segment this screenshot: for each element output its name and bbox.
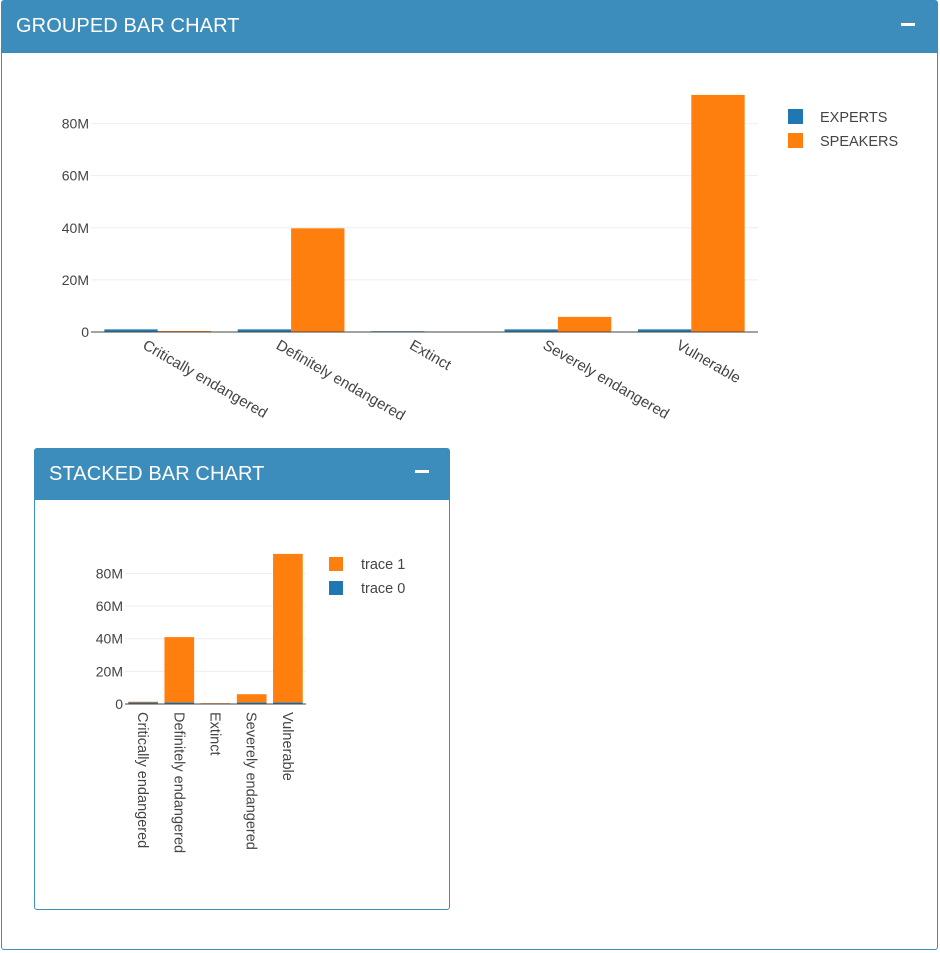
legend-swatch-trace-1: [329, 557, 343, 571]
legend-swatch-trace-0: [329, 581, 343, 595]
y-tick-label: 60M: [62, 168, 89, 184]
bar-experts-vulnerable: [637, 329, 692, 332]
y-tick-label: 0: [81, 324, 89, 340]
bar-experts-definitely-endangered: [237, 329, 292, 332]
y-tick-label: 20M: [96, 663, 123, 679]
minus-icon: [901, 23, 915, 26]
bar-speakers-critically-endangered: [157, 330, 212, 332]
bar-trace-1-vulnerable: [273, 553, 303, 703]
x-tick-label: Extinct: [407, 337, 455, 375]
grouped-bar-chart: 0 20M 40M 60M 80M Critically endangered Defini…: [62, 94, 898, 425]
x-tick-label: Severely endangered: [243, 712, 259, 850]
y-tick-label: 20M: [62, 272, 89, 288]
legend-label-experts: EXPERTS: [820, 110, 887, 126]
legend-swatch-experts: [788, 109, 803, 124]
y-tick-label: 60M: [96, 598, 123, 614]
legend-label-trace-0: trace 0: [361, 581, 405, 597]
stacked-bar-chart: 0 20M 40M 60M 80M Critically endangered Defini…: [96, 553, 405, 853]
legend-label-trace-1: trace 1: [361, 557, 405, 573]
bar-experts-severely-endangered: [504, 329, 558, 332]
stacked-bar-chart-panel: STACKED BAR CHART 0 20M 40M 60M 80M Criticall…: [34, 448, 450, 910]
y-tick-label: 40M: [62, 220, 89, 236]
stacked-panel-header: STACKED BAR CHART: [35, 449, 449, 500]
x-tick-label: Critically endangered: [134, 712, 150, 848]
y-tick-label: 40M: [96, 631, 123, 647]
bar-speakers-severely-endangered: [557, 316, 612, 332]
x-tick-label: Definitely endangered: [273, 337, 408, 425]
bar-speakers-definitely-endangered: [291, 228, 345, 332]
bar-trace-1-definitely-endangered: [164, 637, 195, 703]
bar-trace-1-critically-endangered: [128, 701, 158, 703]
bar-trace-0-vulnerable: [273, 702, 303, 704]
bar-trace-0-critically-endangered: [128, 702, 158, 704]
x-tick-label: Vulnerable: [673, 337, 743, 387]
collapse-stacked-button[interactable]: [409, 458, 435, 484]
bar-trace-0-severely-endangered: [236, 702, 267, 704]
stacked-panel-title: STACKED BAR CHART: [49, 463, 265, 485]
x-tick-label: Severely endangered: [540, 337, 672, 423]
x-tick-label: Definitely endangered: [170, 712, 186, 853]
x-tick-label: Critically endangered: [140, 337, 271, 422]
y-tick-label: 80M: [62, 116, 89, 132]
minus-icon: [415, 470, 429, 473]
bar-experts-critically-endangered: [104, 329, 158, 332]
x-tick-label: Vulnerable: [279, 712, 295, 781]
bar-speakers-vulnerable: [691, 94, 745, 332]
x-tick-label: Extinct: [207, 712, 223, 756]
grouped-panel-title: GROUPED BAR CHART: [16, 15, 240, 37]
legend-swatch-speakers: [788, 133, 803, 148]
legend-label-speakers: SPEAKERS: [820, 134, 898, 150]
collapse-grouped-button[interactable]: [895, 11, 921, 37]
bar-trace-1-severely-endangered: [236, 694, 267, 703]
bar-trace-0-definitely-endangered: [164, 702, 195, 704]
grouped-panel-header: GROUPED BAR CHART: [2, 1, 937, 53]
y-tick-label: 80M: [96, 565, 123, 581]
y-tick-label: 0: [115, 696, 123, 712]
